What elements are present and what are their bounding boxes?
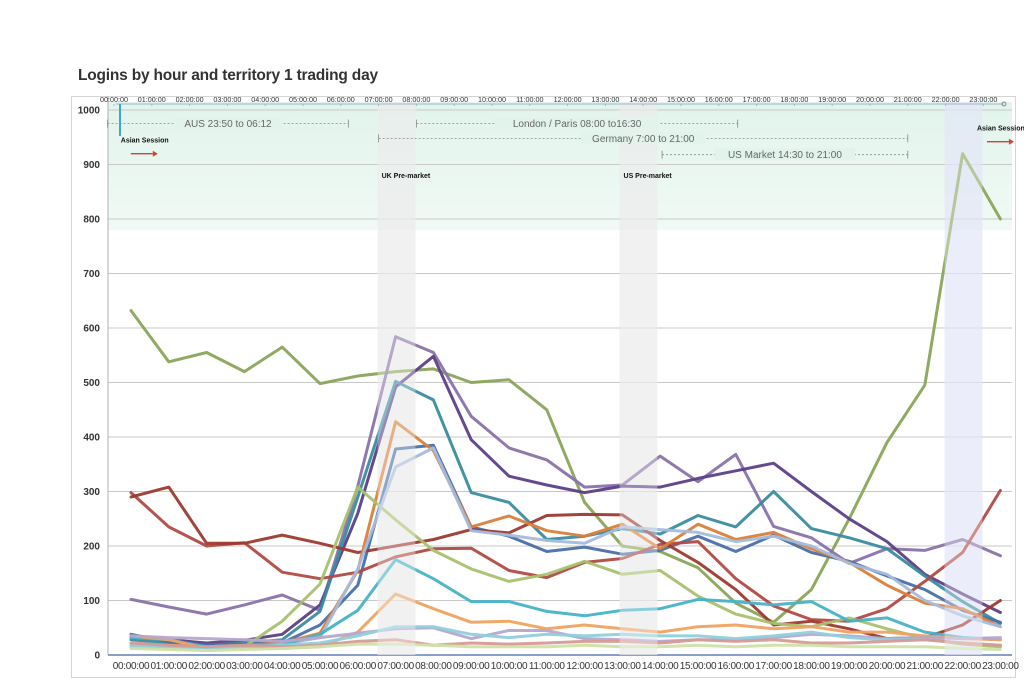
top-tick-label: 12:00:00: [554, 95, 582, 104]
x-tick-label: 19:00:00: [831, 661, 868, 672]
x-tick-label: 13:00:00: [604, 661, 641, 672]
top-axis-end: [1001, 101, 1007, 107]
top-tick-label: 17:00:00: [743, 95, 771, 104]
x-tick-label: 11:00:00: [529, 661, 566, 672]
x-tick-label: 20:00:00: [869, 661, 906, 672]
top-tick-label: 15:00:00: [667, 95, 695, 104]
highlight-band-overlay: [377, 102, 416, 655]
x-tick-label: 04:00:00: [264, 661, 301, 672]
y-tick-label: 100: [83, 596, 100, 607]
x-tick-label: 17:00:00: [755, 661, 792, 672]
top-tick-label: 16:00:00: [705, 95, 733, 104]
top-tick-label: 13:00:00: [591, 95, 619, 104]
x-tick-label: 08:00:00: [415, 661, 452, 672]
top-tick-label: 10:00:00: [478, 95, 506, 104]
y-tick-label: 0: [94, 651, 100, 662]
x-tick-label: 21:00:00: [907, 661, 944, 672]
annotation-label: US Pre-market: [624, 173, 673, 180]
top-tick-label: 04:00:00: [251, 95, 279, 104]
session-label-bg: [174, 117, 282, 129]
x-tick-label: 23:00:00: [982, 661, 1019, 672]
x-tick-label: 05:00:00: [302, 661, 339, 672]
session-label: Germany 7:00 to 21:00: [592, 134, 695, 145]
x-tick-label: 03:00:00: [226, 661, 263, 672]
y-tick-label: 1000: [78, 106, 101, 117]
session-label-bg: [714, 148, 856, 160]
top-tick-label: 00:00:00: [100, 95, 128, 104]
top-tick-label: 21:00:00: [894, 95, 922, 104]
y-tick-label: 400: [83, 433, 100, 444]
series-line-teal: [129, 379, 1002, 647]
y-tick-label: 600: [83, 324, 100, 335]
x-tick-label: 06:00:00: [340, 661, 377, 672]
top-tick-label: 03:00:00: [213, 95, 241, 104]
annotation-label: Asian Session: [121, 138, 169, 145]
annotation-label: Asian Session: [977, 126, 1024, 133]
session-label: US Market 14:30 to 21:00: [728, 150, 842, 161]
annotation-label: UK Pre-market: [382, 173, 431, 180]
top-tick-label: 19:00:00: [818, 95, 846, 104]
x-tick-label: 22:00:00: [944, 661, 981, 672]
x-tick-label: 15:00:00: [680, 661, 717, 672]
x-tick-label: 00:00:00: [113, 661, 150, 672]
x-tick-label: 07:00:00: [377, 661, 414, 672]
y-tick-label: 700: [83, 269, 100, 280]
y-tick-label: 500: [83, 378, 100, 389]
session-label: London / Paris 08:00 to16:30: [513, 119, 642, 130]
top-tick-label: 20:00:00: [856, 95, 884, 104]
y-tick-label: 300: [83, 487, 100, 498]
highlight-band-overlay: [944, 102, 983, 655]
x-tick-label: 18:00:00: [793, 661, 830, 672]
series-line-dark-purple: [129, 354, 1002, 645]
y-tick-label: 900: [83, 160, 100, 171]
series-line-green: [129, 152, 1002, 624]
series-line-dark-red: [129, 485, 1002, 641]
series-line-rose: [129, 638, 1002, 649]
top-tick-label: 22:00:00: [932, 95, 960, 104]
y-tick-label: 800: [83, 215, 100, 226]
top-tick-label: 06:00:00: [327, 95, 355, 104]
chart-frame: [71, 96, 1016, 678]
top-tick-label: 09:00:00: [440, 95, 468, 104]
x-tick-label: 12:00:00: [566, 661, 603, 672]
top-tick-label: 11:00:00: [516, 95, 543, 104]
highlight-band: [619, 102, 658, 655]
x-tick-label: 09:00:00: [453, 661, 490, 672]
x-tick-label: 10:00:00: [491, 661, 528, 672]
session-label-bg: [495, 117, 659, 129]
annotation-arrowhead: [152, 150, 158, 157]
annotation-arrowhead: [1008, 138, 1014, 145]
top-tick-label: 01:00:00: [138, 95, 166, 104]
highlight-band-overlay: [619, 102, 658, 655]
top-tick-label: 02:00:00: [176, 95, 204, 104]
top-tick-label: 14:00:00: [629, 95, 657, 104]
session-label: AUS 23:50 to 06:12: [184, 119, 272, 130]
x-tick-label: 14:00:00: [642, 661, 679, 672]
x-tick-label: 01:00:00: [151, 661, 188, 672]
y-tick-label: 200: [83, 542, 100, 553]
x-tick-label: 02:00:00: [188, 661, 225, 672]
top-tick-label: 23:00:00: [969, 95, 997, 104]
top-tick-label: 07:00:00: [365, 95, 393, 104]
top-tick-label: 05:00:00: [289, 95, 317, 104]
session-label-bg: [581, 132, 705, 144]
top-tick-label: 08:00:00: [402, 95, 430, 104]
series-line-pale-green: [129, 642, 1002, 653]
top-tick-label: 18:00:00: [780, 95, 808, 104]
x-tick-label: 16:00:00: [718, 661, 755, 672]
series-line-purple: [129, 335, 1002, 616]
chart-title: Logins by hour and territory 1 trading d…: [78, 67, 378, 84]
